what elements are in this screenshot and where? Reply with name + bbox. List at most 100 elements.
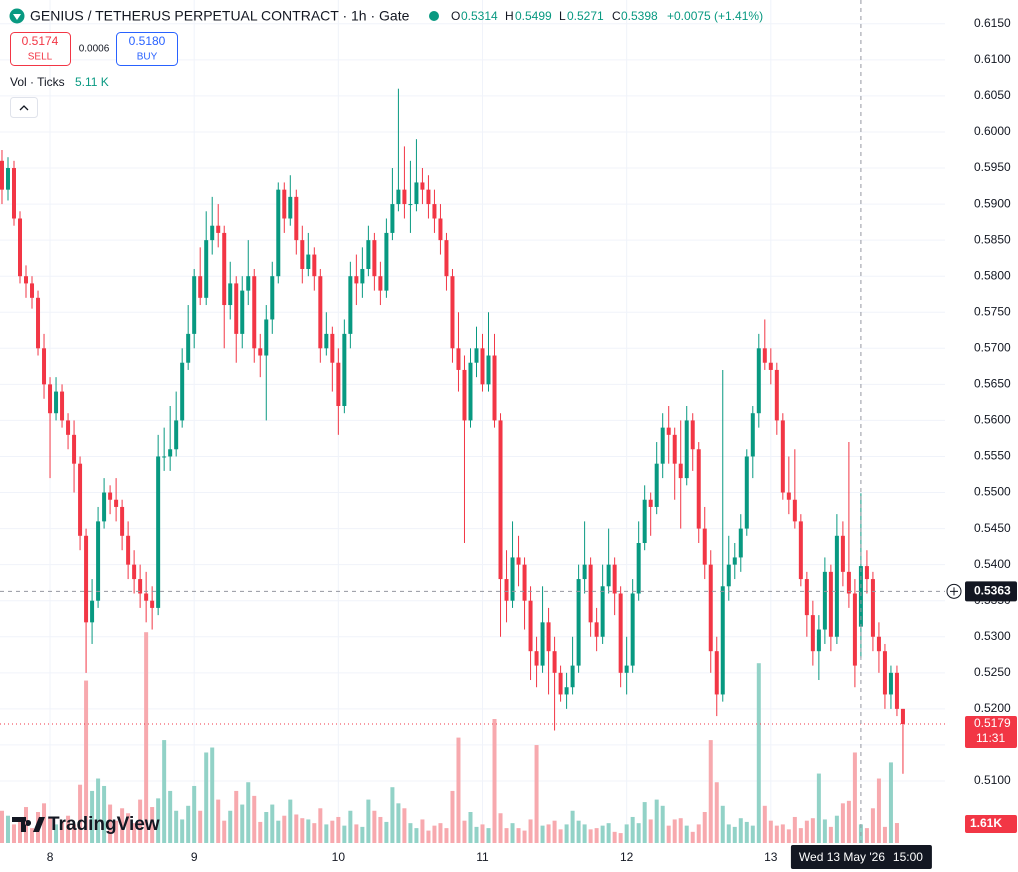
candle-body [18, 218, 23, 277]
y-tick-label: 0.5800 [974, 268, 1011, 282]
volume-bar [396, 803, 401, 843]
candle-body [30, 283, 35, 298]
volume-bar [840, 803, 845, 843]
candle-body [714, 651, 719, 695]
volume-bar [234, 790, 239, 843]
candle-body [84, 535, 89, 623]
candle-body [456, 348, 461, 370]
volume-bar [264, 812, 269, 843]
volume-bar [846, 800, 851, 843]
candle-body [282, 189, 287, 219]
volume-bar [198, 810, 203, 843]
sell-button[interactable] [10, 32, 71, 66]
volume-bar [354, 824, 359, 843]
sell-label: SELL [28, 52, 53, 63]
candle-body [366, 240, 371, 269]
volume-bar [828, 826, 833, 843]
volume-bar [732, 826, 737, 843]
volume-bar [372, 810, 377, 843]
volume-bar [648, 819, 653, 843]
candle-body [810, 615, 815, 652]
volume-bar [228, 810, 233, 843]
chart-title: GENIUS / TETHERUS PERPETUAL CONTRACT · 1… [30, 8, 410, 24]
volume-bar [774, 825, 779, 843]
volume-bar [816, 773, 821, 843]
candle-body [600, 586, 605, 637]
volume-bar [738, 818, 743, 843]
logo-text: TradingView [48, 814, 160, 835]
y-tick-label: 0.5550 [974, 449, 1011, 463]
volume-bar [18, 820, 23, 843]
volume-bar [132, 823, 137, 843]
volume-bar [330, 820, 335, 843]
volume-bar [786, 829, 791, 843]
candle-body [858, 566, 863, 627]
candle-body [708, 564, 713, 652]
candle-body [852, 593, 857, 666]
candle-body [336, 362, 341, 406]
volume-bar [240, 804, 245, 843]
buy-button[interactable] [116, 32, 178, 66]
candle-body [882, 651, 887, 695]
volume-bar [180, 819, 185, 843]
candle-body [312, 254, 317, 277]
candle-body [318, 276, 323, 349]
candle-body [114, 499, 119, 507]
volume-bar [810, 818, 815, 843]
candle-body [216, 225, 221, 233]
candle-body [774, 369, 779, 421]
volume-bar [432, 825, 437, 843]
candle-body [432, 204, 437, 219]
candle-body [750, 413, 755, 457]
y-tick-label: 0.5400 [974, 557, 1011, 571]
candle-body [738, 528, 743, 558]
candle-body [78, 463, 83, 536]
candle-body [426, 189, 431, 205]
volume-bar [402, 808, 407, 843]
volume-bar [312, 823, 317, 843]
volume-bar [576, 820, 581, 843]
volume-bar [666, 825, 671, 843]
candle-body [252, 276, 257, 349]
volume-bar [168, 790, 173, 843]
volume-bar [546, 824, 551, 843]
volume-bar [792, 816, 797, 843]
candle-body [258, 348, 263, 356]
volume-bar [582, 824, 587, 843]
crosshair-date-box [790, 845, 932, 869]
logo-mark [12, 817, 45, 832]
volume-bar [54, 824, 59, 843]
candle-body [894, 672, 899, 709]
candle-body [522, 564, 527, 601]
candle-body [174, 420, 179, 450]
collapse-button[interactable] [10, 97, 38, 118]
volume-bar [804, 820, 809, 843]
current-price-box [965, 716, 1017, 749]
volume-bar [714, 782, 719, 843]
candle-body [846, 571, 851, 594]
volume-bar [594, 828, 599, 843]
candle-body [840, 535, 845, 572]
candle-body [246, 276, 251, 291]
candle-body [654, 463, 659, 507]
candle-body [618, 593, 623, 673]
volume-bar [66, 815, 71, 843]
y-tick-label: 0.5900 [974, 196, 1011, 210]
candle-body [348, 276, 353, 334]
candle-body [552, 651, 557, 673]
candle-body [54, 391, 59, 414]
volume-bar [624, 824, 629, 843]
volume-bar [294, 814, 299, 843]
volume-bar [48, 818, 53, 843]
candle-body [642, 499, 647, 544]
volume-bar [108, 804, 113, 843]
volume-bar [468, 812, 473, 843]
volume-bar [192, 785, 197, 843]
candle-body [306, 254, 311, 269]
volume-bar [690, 831, 695, 843]
volume-bar [210, 747, 215, 843]
volume-bar [852, 752, 857, 843]
volume-bar [348, 810, 353, 843]
crosshair-price-box [965, 581, 1017, 602]
crosshair-date-label: Wed 13 May '26 [799, 850, 885, 864]
